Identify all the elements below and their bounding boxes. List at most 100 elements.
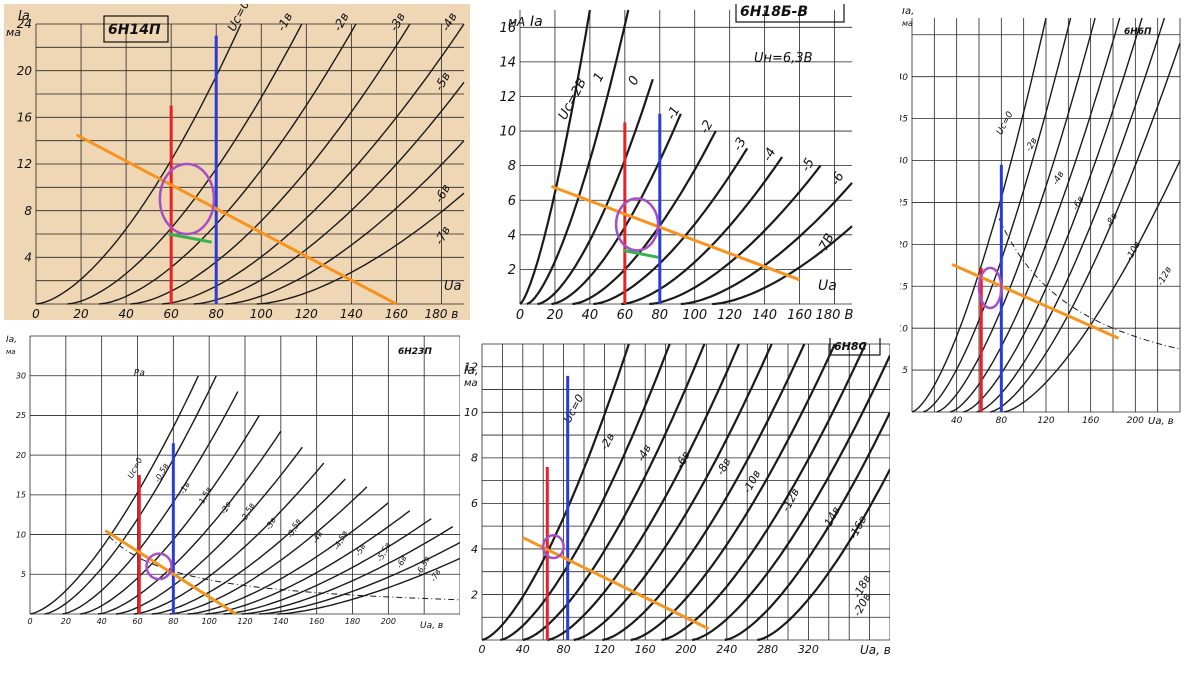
x-tick-label: 200 [1127,416,1144,426]
chart-title: 6Н8С [834,340,867,353]
y-tick-label: 30 [900,157,908,167]
y-tick-label: 15 [16,491,26,500]
x-tick-label: 20 [73,307,89,320]
y-tick-label: 10 [900,324,908,334]
x-tick-label: 200 [676,643,697,656]
plate-curve [949,17,1121,413]
x-tick-label: 20 [61,617,71,626]
y-unit-label: ма [6,26,21,39]
curve-label: -6 [828,170,847,188]
x-tick-label: 160 [385,307,408,320]
y-tick-label: 16 [500,21,516,36]
chart-6n18b-v-svg: 0 20 40 60 80 100 120 140 160 180 В 2 4 6 8 10 12 14 16 Ia… [500,4,860,320]
plate-curve [572,130,717,306]
x-tick-label: 140 [273,617,288,626]
plate-curve [225,140,465,305]
plate-curve [526,9,630,305]
operating-point-circle [614,197,660,252]
x-tick-label: 0 [27,617,32,626]
curve-label: -5 [799,156,818,174]
y-tick-label: 12 [17,157,32,171]
panel-background [4,330,460,676]
plate-curve [724,411,890,642]
load-line [550,184,801,282]
x-tick-label: 100 [202,617,217,626]
plate-curve [963,17,1143,413]
plate-curve [630,343,836,642]
title-box [829,338,881,356]
x-tick-label: 0 [516,308,524,320]
x-tick-label: 60 [132,617,142,626]
green-segment [168,232,212,244]
x-tick-label: 60 [617,308,634,320]
x-tick-label: 280 [757,643,778,656]
plate-curve [537,78,654,306]
panel-background [462,338,890,676]
plate-curve [187,502,389,615]
operating-point-circle [977,266,1003,310]
plate-curve [621,156,784,306]
y-tick-label: 8 [508,159,516,174]
plate-curve [680,182,853,306]
operating-point-circle [158,162,216,236]
load-line [522,536,710,630]
x-tick-label: 20 [547,308,564,320]
plate-curve [522,343,706,642]
operating-point-circle [145,552,173,581]
x-tick-label: 120 [594,643,615,656]
y-tick-label: 20 [17,64,33,78]
y-unit-label: ма [464,378,478,389]
x-tick-label: 160 [787,308,812,320]
title-box [103,15,169,43]
plate-curve [67,23,303,305]
x-tick-label: 240 [716,643,737,656]
x-axis-label: Uа [818,278,837,294]
x-tick-label: 80 [168,617,178,626]
chart-6n8s: 0 40 80 120 160 200 240 280 320 2 4 6 8 10 12 Iа, ма Uа, … [462,338,890,676]
y-tick-label: 6 [508,194,516,209]
y-tick-label: 15 [900,282,908,292]
x-axis-label: Uа, в [420,621,443,631]
plate-curve [162,23,465,305]
curve-label: -3 [730,135,749,153]
plate-curve [169,486,368,615]
x-axis-label: Uа, в [1148,416,1174,427]
plate-curve [205,510,411,615]
plate-curve [277,557,460,615]
x-tick-label: 40 [516,643,530,656]
plate-curve [29,375,200,615]
y-tick-label: 20 [900,240,908,250]
y-tick-label: 20 [16,451,26,460]
x-tick-label: 160 [309,617,324,626]
plate-curve [989,42,1181,413]
x-axis-label: Uа, в [860,643,890,657]
chart-6n23p-svg: 0 20 40 60 80 100 120 140 160 180 200 5 10 15 20 25 30 Ia… [4,330,460,676]
plate-curve [256,192,465,305]
panel-background [900,8,1190,436]
y-tick-label: 8 [24,204,32,218]
plate-curve [223,518,432,615]
x-tick-label: 320 [798,643,819,656]
y-tick-label: 2 [471,588,478,601]
curve-label: -4 [760,146,779,164]
plate-curve [691,354,890,642]
chart-6n14p: 0 20 40 60 80 100 120 140 160 180 в 4 8 12 16 20 24 Ia ма… [4,4,470,320]
x-tick-label: 180 в [425,307,459,320]
x-tick-label: 120 [295,307,318,320]
y-tick-label: 16 [17,111,33,125]
x-tick-label: 80 [652,308,669,320]
x-tick-label: 0 [32,307,40,320]
plate-curve [911,17,1047,413]
operating-point-circle [541,534,565,560]
y-unit-label: ма [902,19,913,28]
x-tick-label: 60 [164,307,180,320]
plate-curve [44,375,217,615]
x-tick-label: 80 [557,643,571,656]
plate-curve [1003,160,1181,413]
load-line [75,133,398,306]
y-tick-label: 10 [500,125,516,140]
x-tick-label: 100 [682,308,707,320]
pa-label: Pа [134,369,145,379]
